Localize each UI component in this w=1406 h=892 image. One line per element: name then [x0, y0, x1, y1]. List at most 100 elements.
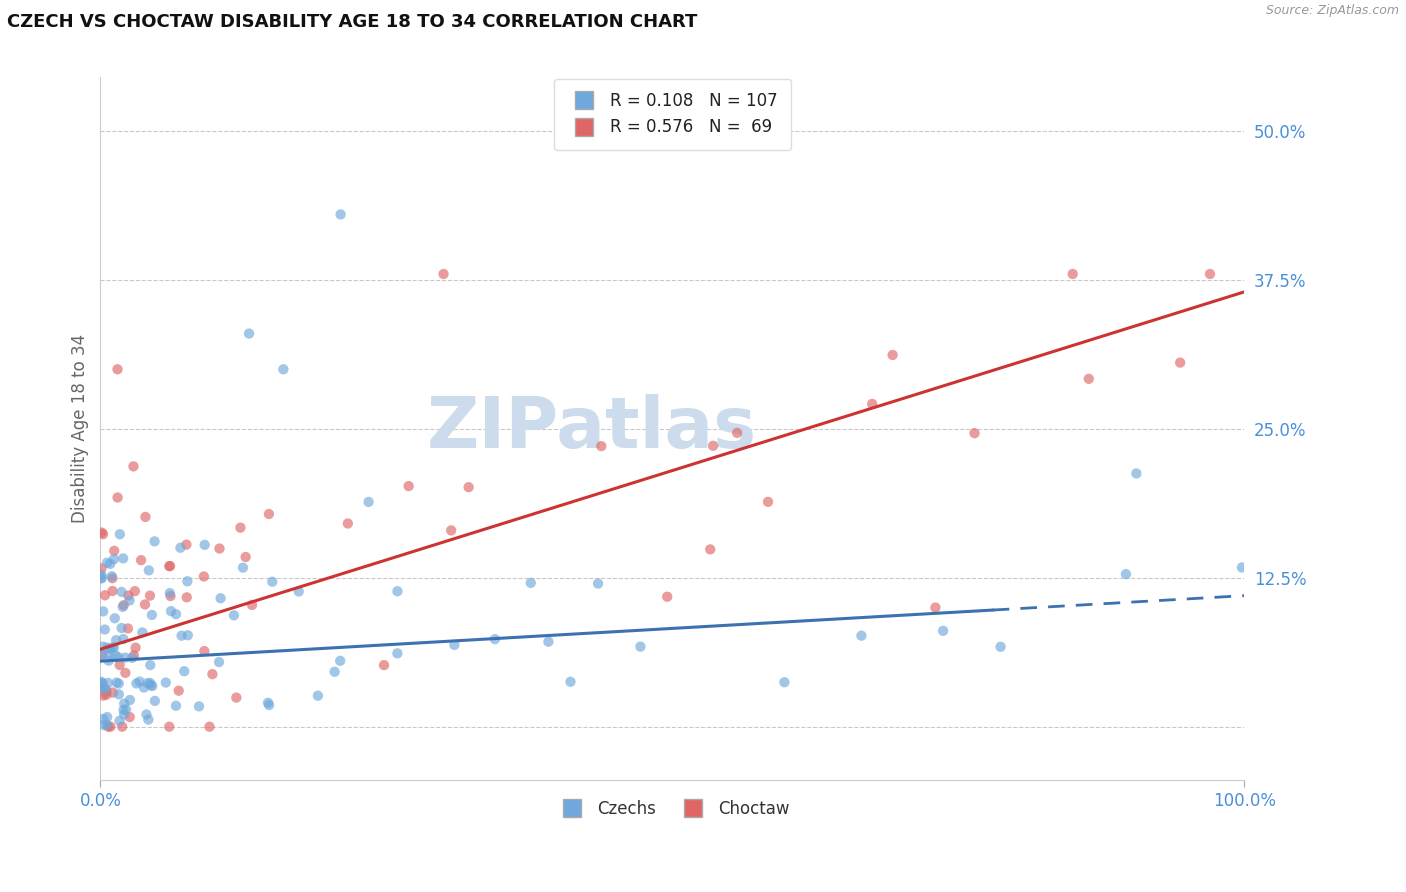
Point: [132, 681, 155, 695]
Point: [225, 690, 247, 705]
Point: [96, 710, 118, 724]
Point: [122, 648, 145, 663]
Point: [159, 559, 181, 574]
Point: [232, 560, 254, 574]
Point: [136, 676, 159, 690]
Point: [101, 571, 124, 585]
Point: [131, 625, 153, 640]
Point: [125, 676, 148, 690]
Point: [129, 553, 152, 567]
Point: [176, 574, 198, 589]
Point: [134, 510, 156, 524]
Point: [176, 538, 198, 552]
Point: [1125, 467, 1147, 481]
Point: [398, 479, 420, 493]
Point: [114, 665, 136, 680]
Point: [725, 425, 748, 440]
Point: [111, 720, 134, 734]
Point: [112, 551, 135, 566]
Point: [851, 629, 873, 643]
Point: [103, 640, 125, 655]
Point: [702, 439, 724, 453]
Point: [240, 598, 263, 612]
Point: [98, 648, 121, 663]
Point: [1077, 372, 1099, 386]
Point: [159, 586, 181, 600]
Point: [198, 720, 221, 734]
Point: [101, 584, 124, 599]
Point: [94, 623, 117, 637]
Point: [101, 685, 124, 699]
Point: [90, 648, 112, 662]
Point: [100, 720, 122, 734]
Point: [160, 604, 183, 618]
Point: [170, 629, 193, 643]
Point: [699, 542, 721, 557]
Point: [96, 688, 118, 702]
Point: [105, 675, 128, 690]
Point: [100, 569, 122, 583]
Point: [91, 689, 114, 703]
Point: [238, 326, 260, 341]
Point: [134, 598, 156, 612]
Point: [167, 683, 190, 698]
Point: [110, 621, 132, 635]
Point: [169, 541, 191, 555]
Point: [387, 646, 409, 660]
Point: [229, 521, 252, 535]
Point: [90, 571, 112, 585]
Point: [963, 426, 986, 441]
Point: [193, 644, 215, 658]
Point: [112, 697, 135, 711]
Point: [139, 676, 162, 690]
Point: [177, 628, 200, 642]
Point: [108, 714, 131, 728]
Point: [112, 707, 135, 722]
Point: [990, 640, 1012, 654]
Point: [519, 575, 541, 590]
Point: [235, 549, 257, 564]
Point: [90, 674, 112, 689]
Point: [124, 640, 146, 655]
Point: [882, 348, 904, 362]
Point: [323, 665, 346, 679]
Point: [122, 459, 145, 474]
Point: [112, 703, 135, 717]
Point: [1168, 356, 1191, 370]
Point: [107, 491, 129, 505]
Point: [932, 624, 955, 638]
Point: [97, 654, 120, 668]
Point: [193, 569, 215, 583]
Point: [114, 650, 136, 665]
Point: [107, 650, 129, 665]
Point: [90, 676, 112, 690]
Point: [560, 674, 582, 689]
Point: [138, 713, 160, 727]
Point: [90, 568, 112, 582]
Point: [139, 589, 162, 603]
Point: [176, 591, 198, 605]
Point: [139, 658, 162, 673]
Point: [104, 648, 127, 663]
Point: [440, 524, 463, 538]
Text: ZIPatlas: ZIPatlas: [427, 394, 758, 463]
Point: [139, 678, 162, 692]
Point: [91, 681, 114, 695]
Point: [329, 207, 352, 221]
Point: [773, 675, 796, 690]
Point: [257, 507, 280, 521]
Point: [443, 638, 465, 652]
Point: [329, 654, 352, 668]
Legend: Czechs, Choctaw: Czechs, Choctaw: [548, 793, 796, 825]
Point: [91, 677, 114, 691]
Text: Source: ZipAtlas.com: Source: ZipAtlas.com: [1265, 4, 1399, 18]
Point: [591, 439, 613, 453]
Point: [432, 267, 454, 281]
Point: [373, 658, 395, 673]
Point: [1115, 567, 1137, 582]
Point: [307, 689, 329, 703]
Point: [484, 632, 506, 647]
Point: [143, 694, 166, 708]
Point: [222, 608, 245, 623]
Point: [128, 674, 150, 689]
